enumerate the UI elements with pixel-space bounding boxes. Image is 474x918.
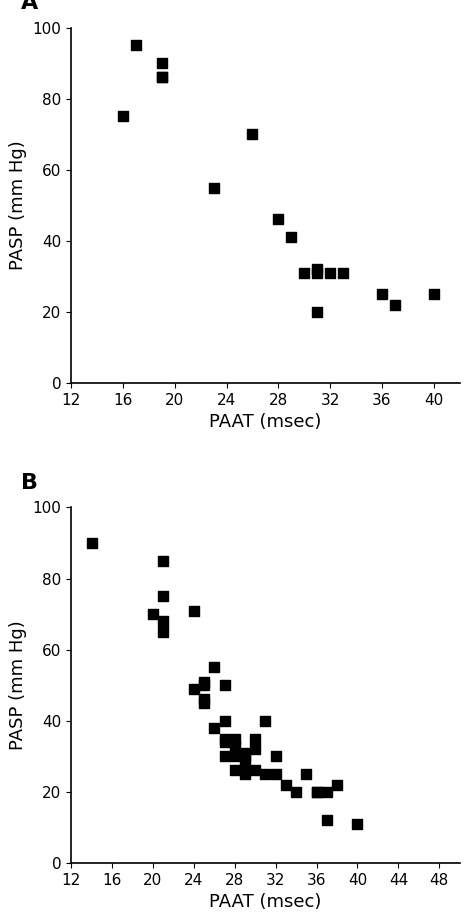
X-axis label: PAAT (msec): PAAT (msec) — [209, 413, 322, 431]
Point — [241, 749, 249, 764]
Point — [249, 127, 256, 141]
Point — [221, 731, 228, 745]
Point — [221, 713, 228, 728]
Point — [210, 180, 218, 195]
Point — [231, 731, 238, 745]
Point — [221, 749, 228, 764]
Point — [333, 778, 341, 792]
Point — [201, 696, 208, 711]
Y-axis label: PASP (mm Hg): PASP (mm Hg) — [9, 140, 27, 270]
Point — [241, 767, 249, 781]
Point — [159, 614, 167, 629]
Point — [231, 749, 238, 764]
Point — [158, 70, 165, 84]
Point — [201, 675, 208, 689]
Point — [241, 745, 249, 760]
Point — [313, 785, 320, 800]
Point — [354, 816, 361, 831]
Point — [262, 713, 269, 728]
Point — [272, 767, 280, 781]
Point — [302, 767, 310, 781]
Point — [88, 535, 95, 550]
Point — [313, 262, 321, 276]
Point — [272, 749, 280, 764]
Point — [430, 286, 438, 301]
Point — [251, 731, 259, 745]
Point — [288, 230, 295, 244]
Point — [231, 738, 238, 753]
Point — [149, 607, 157, 621]
Point — [378, 286, 386, 301]
Point — [158, 56, 165, 71]
Point — [282, 778, 290, 792]
Point — [391, 297, 399, 312]
Point — [221, 677, 228, 692]
Point — [327, 265, 334, 280]
Point — [119, 109, 127, 124]
X-axis label: PAAT (msec): PAAT (msec) — [209, 893, 322, 912]
Point — [132, 38, 140, 52]
Point — [159, 589, 167, 604]
Point — [262, 767, 269, 781]
Point — [274, 212, 282, 227]
Point — [201, 677, 208, 692]
Point — [301, 265, 308, 280]
Point — [323, 785, 330, 800]
Point — [231, 763, 238, 778]
Point — [323, 813, 330, 828]
Point — [159, 624, 167, 639]
Point — [190, 681, 198, 696]
Text: B: B — [20, 473, 37, 493]
Point — [210, 721, 218, 735]
Text: A: A — [20, 0, 38, 14]
Point — [201, 692, 208, 707]
Point — [241, 756, 249, 771]
Point — [339, 265, 347, 280]
Point — [221, 734, 228, 749]
Point — [313, 265, 321, 280]
Y-axis label: PASP (mm Hg): PASP (mm Hg) — [9, 621, 27, 750]
Point — [210, 660, 218, 675]
Point — [158, 70, 165, 84]
Point — [313, 785, 320, 800]
Point — [251, 763, 259, 778]
Point — [292, 785, 300, 800]
Point — [251, 742, 259, 756]
Point — [159, 554, 167, 568]
Point — [190, 603, 198, 618]
Point — [313, 305, 321, 319]
